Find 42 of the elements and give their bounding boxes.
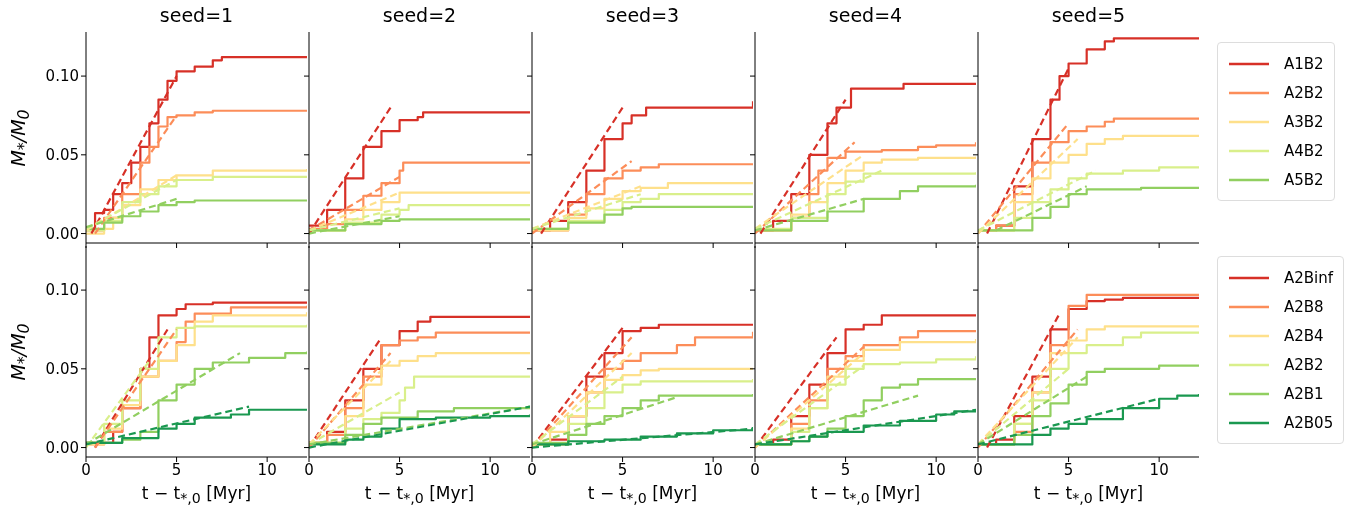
legend-label: A2Binf (1284, 268, 1334, 287)
legend-label: A3B2 (1284, 112, 1324, 131)
chart-title: seed=1 (159, 4, 234, 26)
legend-label: A5B2 (1284, 170, 1324, 189)
y-tick-label: 0.05 (45, 360, 79, 379)
x-tick-label: 10 (1149, 460, 1169, 479)
x-tick-label: 10 (480, 460, 500, 479)
x-tick-label: 5 (617, 460, 628, 479)
legend-label: A2B05 (1284, 413, 1334, 432)
legend-label: A2B2 (1284, 83, 1324, 102)
y-tick-label: 0.00 (45, 438, 79, 457)
y-tick-label: 0.05 (45, 146, 79, 165)
chart-title: seed=2 (382, 4, 457, 26)
y-tick-label: 0.00 (45, 224, 79, 243)
legend-label: A2B8 (1284, 297, 1324, 316)
x-axis-title: t − t$_{*,0}$ [Myr] (364, 483, 475, 507)
y-tick-label: 0.10 (45, 281, 79, 300)
x-axis-title: t − t$_{*,0}$ [Myr] (587, 483, 698, 507)
legend-label: A1B2 (1284, 54, 1324, 73)
x-tick-label: 10 (703, 460, 723, 479)
x-axis-title: t − t$_{*,0}$ [Myr] (141, 483, 252, 507)
x-tick-label: 0 (973, 460, 983, 479)
legend-label: A2B2 (1284, 355, 1324, 374)
x-tick-label: 10 (257, 460, 277, 479)
y-tick-label: 0.10 (45, 67, 79, 86)
x-axis-title: t − t$_{*,0}$ [Myr] (1033, 483, 1144, 507)
x-tick-label: 5 (171, 460, 182, 479)
x-tick-label: 0 (750, 460, 760, 479)
chart-title: seed=5 (1051, 4, 1126, 26)
x-tick-label: 0 (304, 460, 314, 479)
legend-label: A4B2 (1284, 141, 1324, 160)
x-tick-label: 0 (81, 460, 91, 479)
chart-title: seed=3 (605, 4, 680, 26)
legend-label: A2B4 (1284, 326, 1324, 345)
legend-label: A2B1 (1284, 384, 1324, 403)
x-tick-label: 0 (527, 460, 537, 479)
x-tick-label: 10 (926, 460, 946, 479)
chart-title: seed=4 (828, 4, 903, 26)
x-tick-label: 5 (840, 460, 851, 479)
x-tick-label: 5 (1063, 460, 1074, 479)
x-axis-title: t − t$_{*,0}$ [Myr] (810, 483, 921, 507)
x-tick-label: 5 (394, 460, 405, 479)
